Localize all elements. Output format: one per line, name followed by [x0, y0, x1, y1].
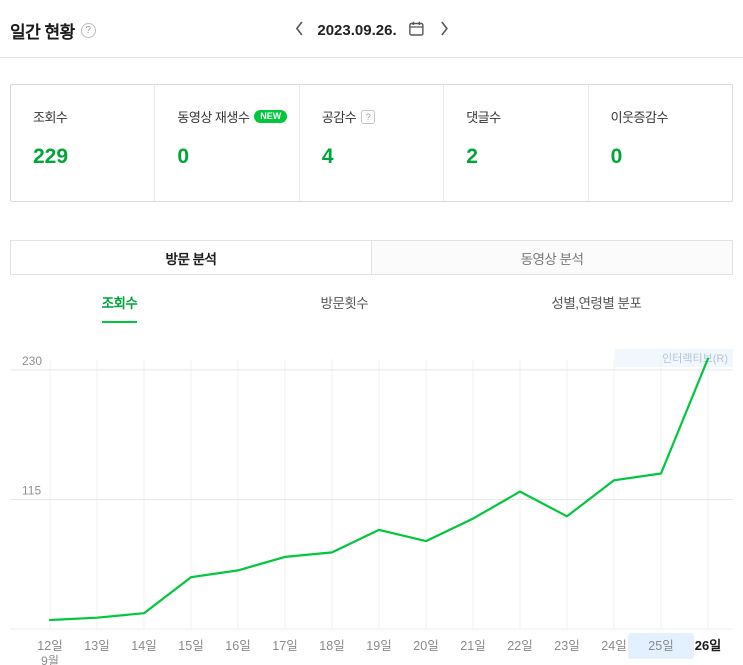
stat-video-plays-label: 동영상 재생수 [177, 110, 250, 125]
svg-text:15일: 15일 [178, 639, 203, 653]
stat-views-label: 조회수 [33, 110, 68, 125]
svg-text:230: 230 [22, 354, 42, 368]
svg-text:16일: 16일 [225, 639, 250, 653]
svg-text:18일: 18일 [319, 639, 344, 653]
calendar-icon [408, 21, 424, 39]
chevron-left-icon [294, 21, 303, 39]
tab-video-analysis[interactable]: 동영상 분석 [371, 241, 732, 274]
tab-visit-analysis[interactable]: 방문 분석 [11, 241, 371, 274]
subtab-visit-count[interactable]: 방문횟수 [320, 296, 369, 311]
prev-date-button[interactable] [290, 19, 307, 41]
subtab-gender-age[interactable]: 성별,연령별 분포 [551, 296, 642, 311]
svg-text:12일: 12일 [37, 639, 62, 653]
daily-stats-summary: 조회수 229 동영상 재생수 NEW 0 공감수 ? 4 댓글수 2 [10, 84, 733, 202]
svg-text:20일: 20일 [413, 639, 438, 653]
analysis-tabs: 방문 분석 동영상 분석 [10, 240, 733, 275]
svg-text:22일: 22일 [507, 639, 532, 653]
calendar-button[interactable] [407, 19, 426, 41]
stat-neighbor-change-label: 이웃증감수 [610, 110, 669, 125]
svg-text:24일: 24일 [601, 639, 626, 653]
chart-area: 115 230 인터랙티브(R) 12일 13일 14일 15일 16일 17일 18일 19일 20… [10, 347, 733, 665]
svg-text:25일: 25일 [648, 639, 673, 653]
views-line-chart[interactable]: 115 230 인터랙티브(R) 12일 13일 14일 15일 16일 17일 18일 19일 20… [10, 347, 733, 665]
stat-likes: 공감수 ? 4 [298, 85, 443, 201]
page-title: 일간 현황 [10, 22, 75, 42]
likes-help-icon[interactable]: ? [361, 109, 376, 124]
svg-text:19일: 19일 [366, 639, 391, 653]
svg-text:21일: 21일 [460, 639, 485, 653]
stat-video-plays-value: 0 [177, 145, 190, 168]
stat-views: 조회수 229 [11, 85, 154, 201]
title-help-icon[interactable]: ? [80, 22, 96, 38]
stat-neighbor-change-value: 0 [610, 145, 623, 168]
svg-text:26일: 26일 [695, 638, 721, 653]
stat-video-plays: 동영상 재생수 NEW 0 [154, 85, 298, 201]
stat-comments-value: 2 [466, 145, 478, 168]
date-navigation: 2023.09.26. [290, 19, 452, 41]
stat-likes-label: 공감수 [321, 110, 357, 125]
stat-comments: 댓글수 2 [443, 85, 587, 201]
stat-neighbor-change: 이웃증감수 0 [587, 85, 732, 201]
svg-text:23일: 23일 [554, 639, 579, 653]
svg-text:13일: 13일 [84, 639, 109, 653]
current-date: 2023.09.26. [317, 21, 397, 39]
new-badge: NEW [254, 110, 288, 123]
svg-text:17일: 17일 [272, 639, 297, 653]
svg-text:인터랙티브(R): 인터랙티브(R) [662, 352, 728, 365]
chevron-right-icon [440, 21, 449, 39]
subtab-views[interactable]: 조회수 [101, 292, 138, 323]
svg-text:9월: 9월 [41, 654, 59, 665]
visit-analysis-subtabs: 조회수 방문횟수 성별,연령별 분포 [10, 275, 733, 323]
svg-text:115: 115 [22, 483, 41, 497]
stat-comments-label: 댓글수 [466, 110, 501, 125]
stat-views-value: 229 [33, 145, 69, 168]
stat-likes-value: 4 [321, 145, 334, 168]
header-divider [0, 57, 743, 58]
header: 일간 현황 ? 2023.09.26. [10, 12, 733, 48]
svg-text:14일: 14일 [131, 639, 156, 653]
next-date-button[interactable] [436, 19, 453, 41]
